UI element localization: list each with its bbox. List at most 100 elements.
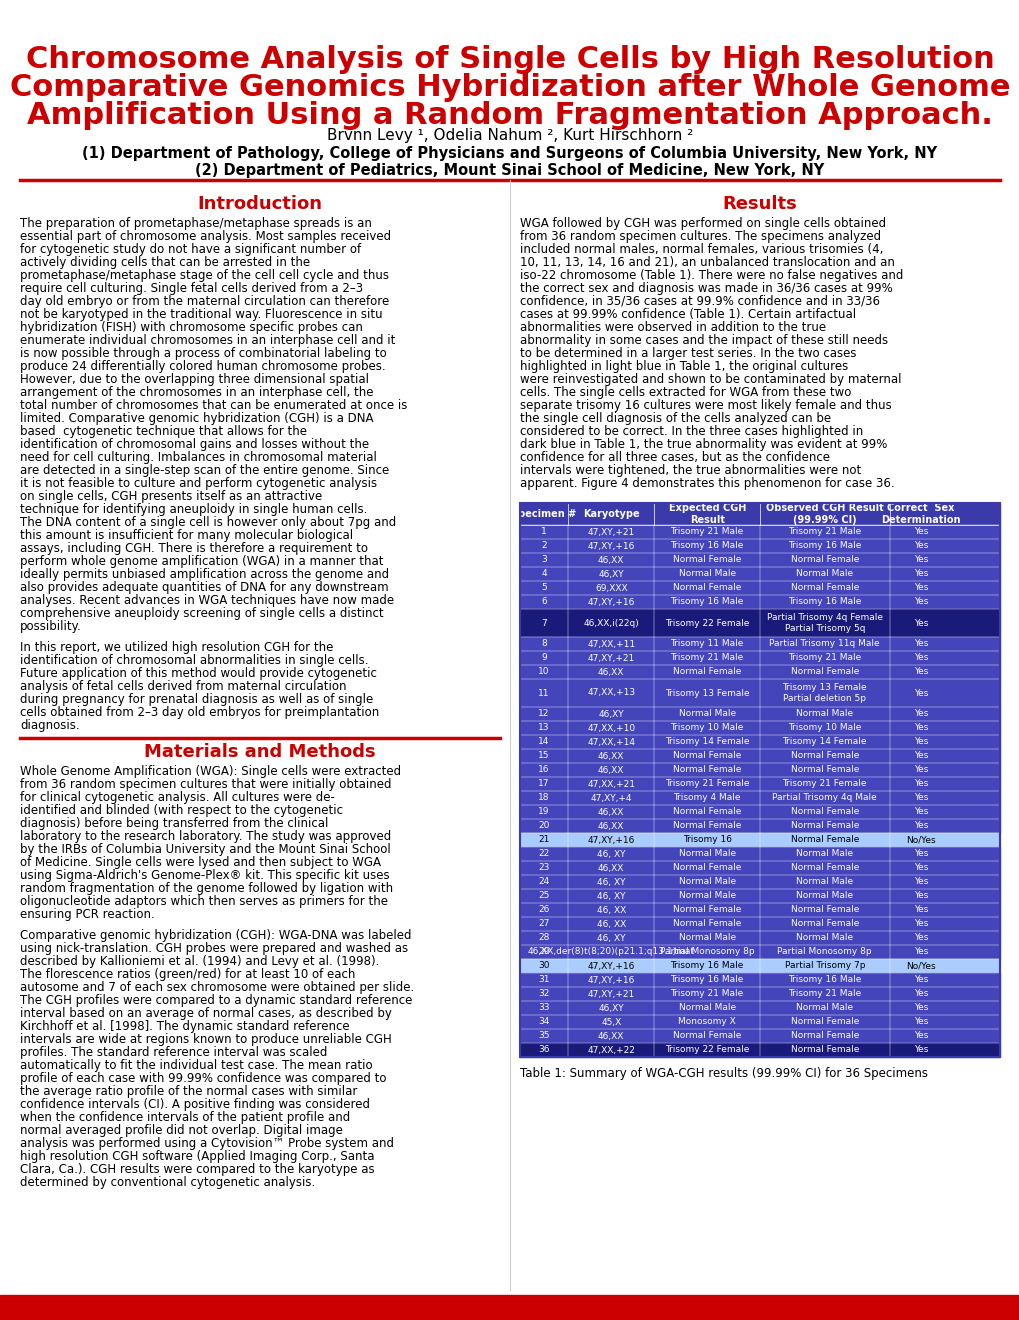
Text: cells. The single cells extracted for WGA from these two: cells. The single cells extracted for WG…: [520, 385, 851, 399]
Text: Normal Male: Normal Male: [678, 891, 735, 900]
Bar: [520, 1001, 999, 1015]
Text: limited. Comparative genomic hybridization (CGH) is a DNA: limited. Comparative genomic hybridizati…: [20, 412, 373, 425]
Bar: [520, 503, 999, 525]
Text: 47,XY,+16: 47,XY,+16: [587, 836, 634, 845]
Text: iso-22 chromosome (Table 1). There were no false negatives and: iso-22 chromosome (Table 1). There were …: [520, 269, 903, 282]
Text: 31: 31: [538, 975, 549, 985]
Bar: [520, 609, 999, 638]
Text: Yes: Yes: [913, 821, 927, 830]
Text: Brvnn Levy ¹, Odelia Nahum ², Kurt Hirschhorn ²: Brvnn Levy ¹, Odelia Nahum ², Kurt Hirsc…: [326, 128, 693, 143]
Bar: [0, 1295, 1019, 1320]
Bar: [520, 960, 999, 973]
Text: Normal Female: Normal Female: [673, 821, 741, 830]
Text: Trisomy 16 Male: Trisomy 16 Male: [788, 598, 861, 606]
Text: 23: 23: [538, 863, 549, 873]
Text: 12: 12: [538, 710, 549, 718]
Bar: [520, 917, 999, 931]
Bar: [520, 861, 999, 875]
Text: 26: 26: [538, 906, 549, 915]
Text: Yes: Yes: [913, 891, 927, 900]
Text: 22: 22: [538, 850, 549, 858]
Text: profiles. The standard reference interval was scaled: profiles. The standard reference interva…: [20, 1045, 327, 1059]
Bar: [520, 748, 999, 763]
Text: perform whole genome amplification (WGA) in a manner that: perform whole genome amplification (WGA)…: [20, 554, 383, 568]
Text: 17: 17: [538, 780, 549, 788]
Text: 46, XX: 46, XX: [596, 920, 626, 928]
Bar: [520, 665, 999, 678]
Text: Yes: Yes: [913, 556, 927, 565]
Bar: [520, 651, 999, 665]
Text: Partial Monosomy 8p: Partial Monosomy 8p: [776, 948, 871, 957]
Text: profile of each case with 99.99% confidence was compared to: profile of each case with 99.99% confide…: [20, 1072, 386, 1085]
Text: Normal Male: Normal Male: [796, 710, 853, 718]
Text: intervals were tightened, the true abnormalities were not: intervals were tightened, the true abnor…: [520, 465, 860, 477]
Text: Trisomy 16 Male: Trisomy 16 Male: [669, 541, 743, 550]
Text: 13: 13: [538, 723, 549, 733]
Text: 47,XX,+14: 47,XX,+14: [587, 738, 635, 747]
Text: 35: 35: [538, 1031, 549, 1040]
Text: Yes: Yes: [913, 583, 927, 593]
Text: Partial Trisomy 4q Male: Partial Trisomy 4q Male: [771, 793, 876, 803]
Text: Yes: Yes: [913, 541, 927, 550]
Text: Clara, Ca.). CGH results were compared to the karyotype as: Clara, Ca.). CGH results were compared t…: [20, 1163, 374, 1176]
Text: abnormalities were observed in addition to the true: abnormalities were observed in addition …: [520, 321, 825, 334]
Text: Yes: Yes: [913, 808, 927, 817]
Text: 7: 7: [541, 619, 546, 627]
Text: Trisomy 14 Female: Trisomy 14 Female: [782, 738, 866, 747]
Text: Trisomy 14 Female: Trisomy 14 Female: [664, 738, 749, 747]
Text: 47,XY,+4: 47,XY,+4: [590, 793, 632, 803]
Text: 1: 1: [541, 528, 546, 536]
Text: Yes: Yes: [913, 619, 927, 627]
Text: considered to be correct. In the three cases highlighted in: considered to be correct. In the three c…: [520, 425, 862, 438]
Text: Normal Male: Normal Male: [796, 850, 853, 858]
Bar: [520, 903, 999, 917]
Text: prometaphase/metaphase stage of the cell cell cycle and thus: prometaphase/metaphase stage of the cell…: [20, 269, 388, 282]
Text: 10, 11, 13, 14, 16 and 21), an unbalanced translocation and an: 10, 11, 13, 14, 16 and 21), an unbalance…: [520, 256, 894, 269]
Text: Trisomy 16: Trisomy 16: [682, 836, 731, 845]
Text: Normal Female: Normal Female: [790, 751, 858, 760]
Text: Yes: Yes: [913, 1031, 927, 1040]
Bar: [520, 875, 999, 888]
Text: Yes: Yes: [913, 766, 927, 775]
Text: 46,XX: 46,XX: [597, 751, 624, 760]
Text: 46, XY: 46, XY: [596, 891, 625, 900]
Text: 46,XX: 46,XX: [597, 821, 624, 830]
Text: Normal Female: Normal Female: [790, 863, 858, 873]
Text: 46,XX: 46,XX: [597, 556, 624, 565]
Text: Future application of this method would provide cytogenetic: Future application of this method would …: [20, 667, 376, 680]
Text: Trisomy 13 Female
Partial deletion 5p: Trisomy 13 Female Partial deletion 5p: [782, 684, 866, 702]
Text: The CGH profiles were compared to a dynamic standard reference: The CGH profiles were compared to a dyna…: [20, 994, 412, 1007]
Text: interval based on an average of normal cases, as described by: interval based on an average of normal c…: [20, 1007, 391, 1020]
Bar: [520, 568, 999, 581]
Text: are detected in a single-step scan of the entire genome. Since: are detected in a single-step scan of th…: [20, 465, 389, 477]
Text: Normal Female: Normal Female: [673, 906, 741, 915]
Bar: [520, 595, 999, 609]
Text: 47,XX,+22: 47,XX,+22: [587, 1045, 635, 1055]
Text: 47,XY,+16: 47,XY,+16: [587, 975, 634, 985]
Text: autosome and 7 of each sex chromosome were obtained per slide.: autosome and 7 of each sex chromosome we…: [20, 981, 414, 994]
Text: cells obtained from 2–3 day old embryos for preimplantation: cells obtained from 2–3 day old embryos …: [20, 706, 379, 719]
Text: separate trisomy 16 cultures were most likely female and thus: separate trisomy 16 cultures were most l…: [520, 399, 891, 412]
Text: 46, XX: 46, XX: [596, 906, 626, 915]
Text: possibility.: possibility.: [20, 620, 82, 634]
Text: oligonucleotide adaptors which then serves as primers for the: oligonucleotide adaptors which then serv…: [20, 895, 387, 908]
Text: 24: 24: [538, 878, 549, 887]
Text: Yes: Yes: [913, 723, 927, 733]
Text: for clinical cytogenetic analysis. All cultures were de-: for clinical cytogenetic analysis. All c…: [20, 791, 334, 804]
Text: Amplification Using a Random Fragmentation Approach.: Amplification Using a Random Fragmentati…: [28, 102, 991, 129]
Text: 47,XX,+21: 47,XX,+21: [587, 780, 635, 788]
Text: Whole Genome Amplification (WGA): Single cells were extracted: Whole Genome Amplification (WGA): Single…: [20, 766, 400, 777]
Text: 11: 11: [538, 689, 549, 697]
Text: included normal males, normal females, various trisomies (4,: included normal males, normal females, v…: [520, 243, 882, 256]
Text: day old embryo or from the maternal circulation can therefore: day old embryo or from the maternal circ…: [20, 294, 389, 308]
Text: 27: 27: [538, 920, 549, 928]
Text: based  cytogenetic technique that allows for the: based cytogenetic technique that allows …: [20, 425, 307, 438]
Bar: [520, 763, 999, 777]
Text: diagnosis) before being transferred from the clinical: diagnosis) before being transferred from…: [20, 817, 328, 830]
Text: Yes: Yes: [913, 639, 927, 648]
Text: for cytogenetic study do not have a significant number of: for cytogenetic study do not have a sign…: [20, 243, 361, 256]
Text: normal averaged profile did not overlap. Digital image: normal averaged profile did not overlap.…: [20, 1125, 342, 1137]
Text: 21: 21: [538, 836, 549, 845]
Text: 25: 25: [538, 891, 549, 900]
Text: Normal Female: Normal Female: [790, 1018, 858, 1027]
